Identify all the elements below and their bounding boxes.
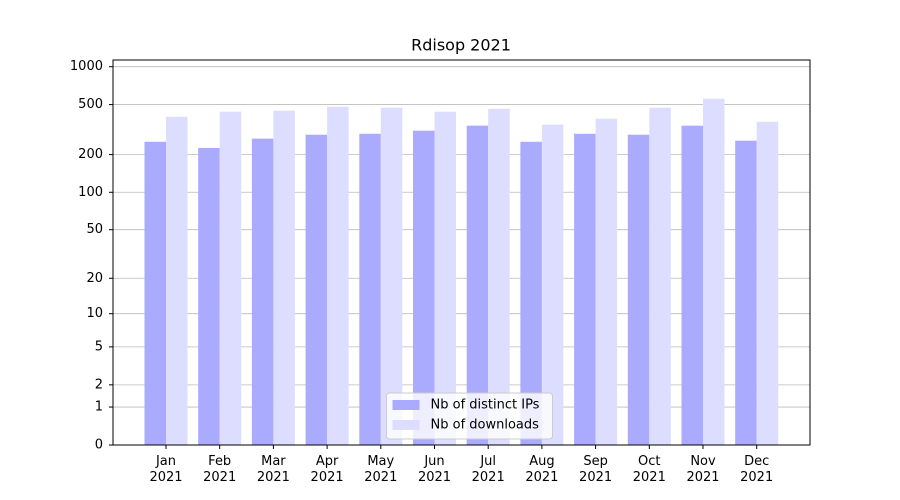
axes-frame	[112, 59, 811, 446]
x-tick-label: Feb 2021	[203, 454, 236, 485]
bar	[574, 133, 596, 445]
y-tick-label: 100	[78, 185, 103, 200]
y-tick-label: 50	[86, 222, 103, 237]
x-tick-label: Sep 2021	[579, 454, 612, 485]
legend-box	[386, 392, 553, 440]
bar	[681, 125, 703, 445]
bar	[434, 111, 456, 446]
bar	[305, 134, 328, 445]
x-tick-label: Jun 2021	[418, 454, 451, 485]
y-tick-label: 20	[86, 271, 103, 286]
bar	[627, 134, 650, 445]
y-tick-label: 500	[78, 97, 103, 112]
y-tick-label: 2	[95, 377, 103, 392]
chart-title: Rdisop 2021	[411, 36, 511, 55]
legend-swatch	[392, 400, 420, 410]
bar	[703, 98, 725, 446]
y-tick-label: 5	[95, 339, 103, 354]
y-tick-label: 1000	[70, 59, 103, 74]
y-tick-label: 200	[78, 147, 103, 162]
x-tick-label: May 2021	[364, 454, 397, 485]
x-tick-label: Aug 2021	[525, 454, 558, 485]
bar	[466, 125, 489, 445]
y-tick-label: 1	[95, 400, 103, 415]
bar	[166, 116, 188, 445]
y-tick-label: 0	[95, 438, 103, 453]
x-tick-label: Jul 2021	[472, 454, 505, 485]
bar	[198, 147, 220, 446]
y-tick-label: 10	[86, 306, 103, 321]
bar	[144, 141, 166, 445]
legend-label: Nb of downloads	[431, 418, 540, 433]
bar	[756, 121, 779, 445]
bar	[649, 107, 671, 445]
bar	[488, 108, 510, 445]
x-tick-label: Dec 2021	[740, 454, 773, 485]
legend-swatch	[392, 420, 420, 430]
bar	[359, 133, 381, 445]
bar	[273, 110, 295, 445]
legend-label: Nb of distinct IPs	[431, 398, 540, 413]
bar	[380, 107, 403, 445]
x-tick-label: Jan 2021	[149, 454, 182, 485]
bar	[520, 141, 542, 445]
bar	[251, 138, 274, 446]
bar	[735, 140, 757, 445]
x-tick-label: Mar 2021	[257, 454, 290, 485]
bar	[541, 124, 564, 445]
bar	[595, 118, 618, 446]
x-tick-label: Oct 2021	[633, 454, 666, 485]
bar	[327, 106, 349, 446]
bar	[413, 130, 435, 445]
bar	[219, 111, 242, 446]
x-tick-label: Apr 2021	[311, 454, 344, 485]
x-tick-label: Nov 2021	[686, 454, 719, 485]
